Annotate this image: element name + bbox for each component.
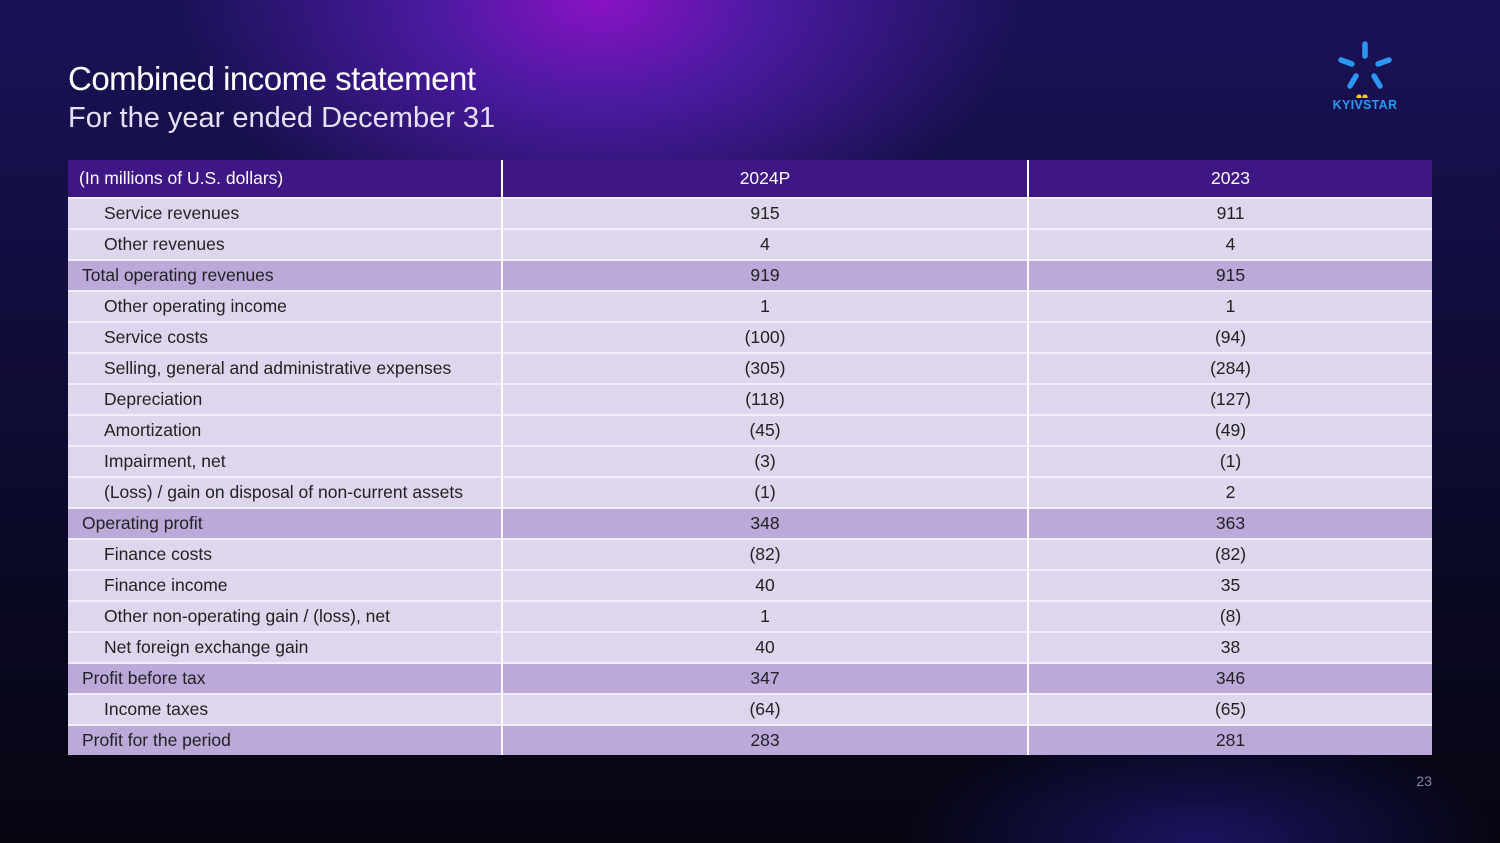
value-2023: 2 (1027, 476, 1432, 508)
table-row: Income taxes (64) (65) (68, 693, 1432, 725)
table-row: Service costs (100) (94) (68, 321, 1432, 353)
header-2023: 2023 (1027, 160, 1432, 198)
value-2024p: 1 (500, 600, 1029, 632)
value-2024p: (118) (500, 383, 1029, 415)
row-label: Impairment, net (68, 445, 502, 477)
table-total-row: Profit for the period 283 281 (68, 724, 1432, 755)
table-row: Net foreign exchange gain 40 38 (68, 631, 1432, 663)
table-row: Service revenues 915 911 (68, 197, 1432, 229)
value-2023: (49) (1027, 414, 1432, 446)
table-row: Impairment, net (3) (1) (68, 445, 1432, 477)
kyivstar-logo: KYIVSTAR (1328, 38, 1404, 118)
row-label: Operating profit (68, 507, 502, 539)
table-row: Other operating income 1 1 (68, 290, 1432, 322)
star-icon (1338, 41, 1392, 100)
page-title: Combined income statement (68, 60, 476, 97)
table-row: Selling, general and administrative expe… (68, 352, 1432, 384)
table-row: Finance income 40 35 (68, 569, 1432, 601)
row-label: Profit for the period (68, 724, 502, 755)
table-row: Amortization (45) (49) (68, 414, 1432, 446)
row-label: Income taxes (68, 693, 502, 725)
value-2023: 281 (1027, 724, 1432, 755)
row-label: Amortization (68, 414, 502, 446)
value-2024p: 283 (500, 724, 1029, 755)
page-subtitle: For the year ended December 31 (68, 102, 496, 134)
row-label: Service costs (68, 321, 502, 353)
logo-text: KYIVSTAR (1332, 98, 1398, 112)
table-row: Other non-operating gain / (loss), net 1(… (68, 600, 1432, 632)
value-2023: 346 (1027, 662, 1432, 694)
table-total-row: Total operating revenues 919 915 (68, 259, 1432, 291)
value-2024p: (100) (500, 321, 1029, 353)
value-2023: 1 (1027, 290, 1432, 322)
value-2023: 4 (1027, 228, 1432, 260)
table-total-row: Profit before tax 347 346 (68, 662, 1432, 694)
value-2024p: (1) (500, 476, 1029, 508)
row-label: (Loss) / gain on disposal of non-current… (68, 476, 502, 508)
row-label: Net foreign exchange gain (68, 631, 502, 663)
row-label: Other revenues (68, 228, 502, 260)
table-row: (Loss) / gain on disposal of non-current… (68, 476, 1432, 508)
row-label: Other non-operating gain / (loss), net (68, 600, 502, 632)
value-2023: (82) (1027, 538, 1432, 570)
value-2023: 915 (1027, 259, 1432, 291)
value-2024p: 40 (500, 631, 1029, 663)
row-label: Total operating revenues (68, 259, 502, 291)
row-label: Profit before tax (68, 662, 502, 694)
value-2023: (284) (1027, 352, 1432, 384)
value-2024p: 919 (500, 259, 1029, 291)
value-2024p: 347 (500, 662, 1029, 694)
value-2024p: (45) (500, 414, 1029, 446)
table-row: Finance costs (82) (82) (68, 538, 1432, 570)
value-2023: 35 (1027, 569, 1432, 601)
value-2024p: (305) (500, 352, 1029, 384)
value-2024p: 40 (500, 569, 1029, 601)
value-2024p: 348 (500, 507, 1029, 539)
table-row: Other revenues 4 4 (68, 228, 1432, 260)
row-label: Other operating income (68, 290, 502, 322)
value-2023: (65) (1027, 693, 1432, 725)
income-statement-table: (In millions of U.S. dollars) 2024P 2023… (68, 160, 1432, 755)
value-2024p: (3) (500, 445, 1029, 477)
value-2023: (8) (1027, 600, 1432, 632)
value-2024p: (82) (500, 538, 1029, 570)
row-label: Finance income (68, 569, 502, 601)
header-units: (In millions of U.S. dollars) (68, 160, 502, 198)
value-2023: 363 (1027, 507, 1432, 539)
table-header-row: (In millions of U.S. dollars) 2024P 2023 (68, 160, 1432, 198)
row-label: Depreciation (68, 383, 502, 415)
row-label: Finance costs (68, 538, 502, 570)
value-2024p: 915 (500, 197, 1029, 229)
value-2023: (127) (1027, 383, 1432, 415)
header-2024p: 2024P (500, 160, 1029, 198)
value-2024p: 4 (500, 228, 1029, 260)
value-2023: (94) (1027, 321, 1432, 353)
value-2023: 38 (1027, 631, 1432, 663)
value-2024p: 1 (500, 290, 1029, 322)
row-label: Service revenues (68, 197, 502, 229)
value-2024p: (64) (500, 693, 1029, 725)
value-2023: 911 (1027, 197, 1432, 229)
value-2023: (1) (1027, 445, 1432, 477)
table-row: Depreciation (118) (127) (68, 383, 1432, 415)
table-total-row: Operating profit 348 363 (68, 507, 1432, 539)
row-label: Selling, general and administrative expe… (68, 352, 502, 384)
page-number: 23 (1416, 773, 1432, 789)
